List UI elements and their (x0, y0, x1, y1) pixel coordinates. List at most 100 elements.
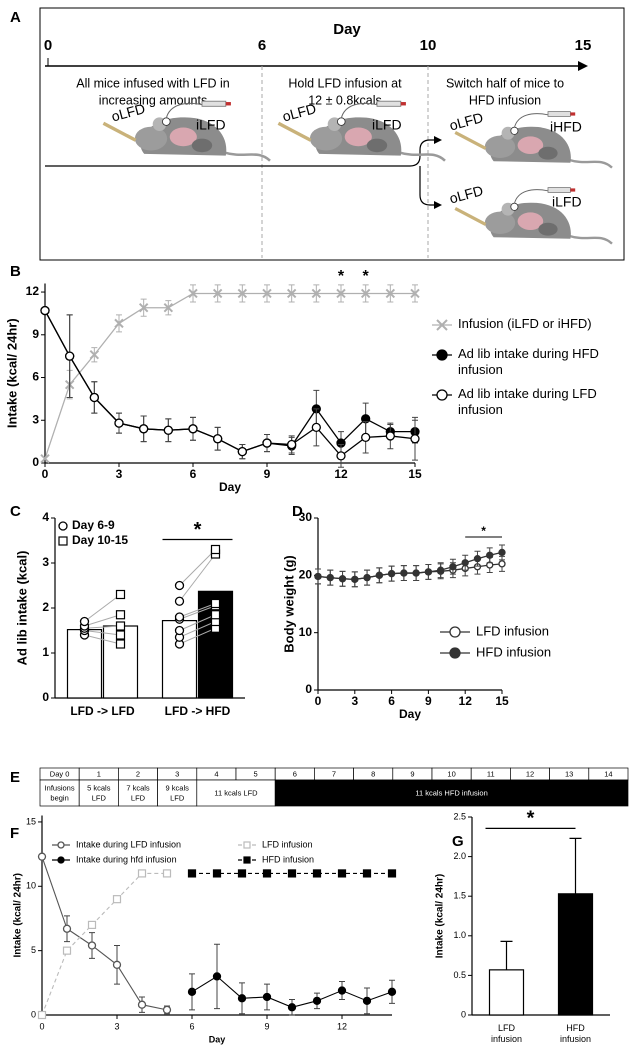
timeline-day: 2 (136, 769, 140, 778)
marker (498, 548, 506, 557)
marker (237, 869, 247, 878)
marker (174, 625, 185, 636)
text-line: begin (50, 793, 68, 802)
y-tick-label: 5 (31, 945, 36, 955)
x-tick-label: 0 (315, 694, 322, 708)
marker (314, 572, 322, 581)
marker (58, 536, 68, 546)
paired-line (84, 625, 121, 629)
x-tick-label: 6 (388, 694, 395, 708)
marker (212, 972, 222, 981)
diagram-tick: 0 (44, 37, 52, 54)
legend-label: Infusion (iLFD or iHFD) (458, 316, 592, 331)
paired-line (179, 614, 216, 631)
marker (311, 422, 321, 433)
legend-label: Ad lib intake during LFD infusion (458, 386, 597, 417)
x-tick-label: 15 (495, 694, 509, 708)
marker (212, 288, 223, 299)
marker (137, 1000, 147, 1009)
marker (163, 303, 174, 313)
marker (362, 869, 372, 878)
mouse-label: iHFD (550, 119, 582, 135)
paired-line (84, 594, 121, 622)
y-tick-label: 2.0 (453, 851, 466, 861)
marker (360, 288, 371, 299)
marker (65, 351, 75, 361)
x-tick-label: 6 (190, 467, 197, 481)
timeline-day: 4 (214, 769, 218, 778)
marker (375, 571, 383, 579)
timeline-treatment-cell (196, 779, 276, 807)
paired-line (84, 634, 121, 645)
marker (162, 869, 172, 878)
marker (311, 288, 322, 299)
y-tick-label: 0 (42, 690, 49, 704)
timeline-treatment: 5 kcals LFD (87, 783, 111, 802)
x-tick-label: 9 (264, 1021, 269, 1031)
marker (137, 869, 147, 878)
timeline-treatment-cell (274, 779, 629, 807)
mouse-label: oLFD (281, 100, 318, 124)
marker (385, 431, 395, 441)
marker (410, 434, 420, 444)
y-tick-label: 1.5 (453, 891, 466, 901)
timeline-treatment: 7 kcals LFD (126, 783, 150, 802)
panel-label: A (10, 9, 21, 26)
text-line: LFD (170, 793, 185, 802)
marker (337, 986, 347, 995)
timeline-treatment-cell (78, 779, 119, 807)
y-axis-label: Body weight (g) (281, 555, 296, 653)
text-line: 9 kcals (166, 783, 190, 792)
x-tick-label: 3 (114, 1021, 119, 1031)
x-tick-label: 0 (39, 1021, 44, 1031)
marker (262, 438, 272, 448)
mouse-label: iLFD (372, 117, 402, 133)
x-category-label: LFD -> LFD (70, 704, 135, 718)
legend-label: Day 6-9 (72, 518, 115, 532)
y-tick-label: 4 (42, 510, 49, 524)
marker (436, 349, 448, 361)
timeline-treatment: 11 kcals LFD (214, 788, 258, 797)
legend-label: Intake during LFD infusion (76, 839, 181, 849)
marker (410, 288, 420, 299)
marker (436, 389, 448, 401)
axis-arrow (578, 61, 588, 71)
timeline-treatment: Infusions begin (45, 783, 75, 802)
series-line (44, 310, 415, 453)
marker (262, 288, 272, 299)
marker (243, 856, 251, 864)
phase-text: Switch half of mice to (446, 76, 564, 90)
x-category-label: LFD -> HFD (165, 704, 231, 718)
marker (498, 560, 506, 568)
timeline-day: 5 (254, 769, 258, 778)
marker (174, 612, 185, 622)
marker (336, 451, 346, 461)
bar (66, 628, 103, 699)
marker (387, 869, 397, 878)
y-tick-label: 2 (42, 600, 49, 614)
legend-label: Day 10-15 (72, 533, 128, 547)
marker (361, 432, 371, 443)
phase-text: HFD infusion (469, 93, 541, 107)
text-line: 7 kcals (126, 783, 150, 792)
marker (437, 566, 445, 574)
marker (473, 555, 482, 563)
marker (243, 841, 251, 849)
text-line: Ad lib intake during LFD (458, 386, 597, 401)
branch-arrow (434, 136, 442, 144)
y-tick-label: 30 (299, 510, 313, 524)
marker (237, 994, 247, 1003)
marker (40, 305, 50, 316)
paired-line (179, 549, 216, 586)
marker (486, 551, 494, 559)
legend-label: Ad lib intake during HFD infusion (458, 346, 599, 377)
marker (115, 639, 126, 649)
y-tick-label: 0 (461, 1009, 466, 1019)
marker (87, 941, 97, 950)
marker (210, 598, 221, 609)
mouse-label: iLFD (196, 117, 226, 133)
marker (57, 841, 65, 849)
diagram-tick: 15 (575, 37, 592, 54)
significance-mark: * (338, 268, 345, 285)
text-line: infusion (458, 362, 503, 377)
